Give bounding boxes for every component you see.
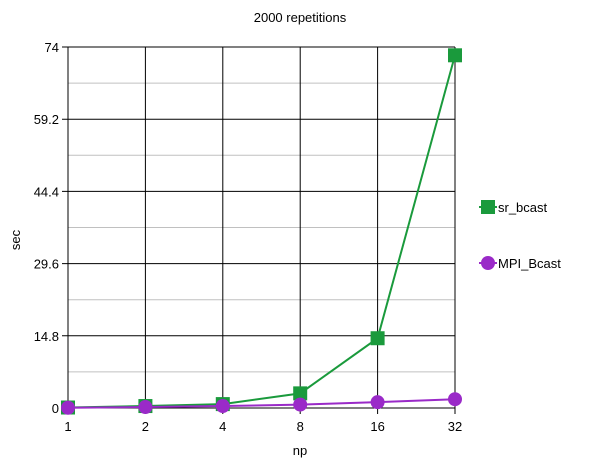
data-point-MPI_Bcast <box>61 400 75 415</box>
grid <box>62 46 456 414</box>
x-axis-label: np <box>293 443 307 458</box>
axis-ticks: 0 14.8 29.6 44.4 59.2 74 1 2 4 8 16 32 <box>34 40 463 434</box>
data-point-sr_bcast <box>448 48 462 63</box>
series-group <box>61 48 462 415</box>
chart-title: 2000 repetitions <box>254 10 347 25</box>
y-tick-label: 0 <box>52 401 59 416</box>
y-tick-label: 59.2 <box>34 112 59 127</box>
legend-label: MPI_Bcast <box>498 256 561 271</box>
data-point-MPI_Bcast <box>293 397 308 412</box>
y-axis-label: sec <box>8 229 23 250</box>
x-tick-label: 2 <box>142 419 149 434</box>
legend-marker <box>481 200 495 214</box>
y-tick-label: 14.8 <box>34 329 59 344</box>
data-point-MPI_Bcast <box>370 395 385 410</box>
data-point-sr_bcast <box>293 386 308 401</box>
data-point-sr_bcast <box>370 331 385 346</box>
x-tick-label: 1 <box>64 419 71 434</box>
legend-label: sr_bcast <box>498 200 548 215</box>
data-point-MPI_Bcast <box>215 399 230 414</box>
y-tick-label: 44.4 <box>34 184 59 199</box>
x-tick-label: 16 <box>370 419 384 434</box>
data-point-MPI_Bcast <box>138 400 153 415</box>
legend: sr_bcast MPI_Bcast <box>479 200 561 271</box>
x-tick-label: 4 <box>219 419 226 434</box>
x-tick-label: 8 <box>297 419 304 434</box>
x-tick-label: 32 <box>448 419 462 434</box>
legend-marker <box>481 256 495 270</box>
series-line-MPI_Bcast <box>67 398 456 409</box>
y-tick-label: 74 <box>45 40 59 55</box>
data-point-MPI_Bcast <box>448 392 462 407</box>
series-line-sr_bcast <box>67 55 456 409</box>
y-tick-label: 29.6 <box>34 257 59 272</box>
